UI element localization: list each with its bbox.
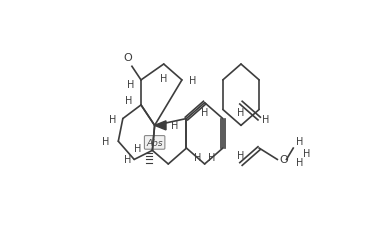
Text: H: H — [208, 153, 215, 162]
FancyBboxPatch shape — [144, 136, 165, 150]
Text: H: H — [194, 153, 201, 162]
Text: H: H — [102, 137, 109, 147]
Text: H: H — [189, 76, 196, 86]
Polygon shape — [155, 121, 166, 130]
Text: H: H — [127, 80, 134, 90]
Text: H: H — [201, 107, 208, 117]
Text: H: H — [108, 114, 116, 124]
Text: H: H — [170, 121, 178, 131]
Text: H: H — [124, 155, 131, 165]
Text: H: H — [296, 137, 304, 147]
Text: H: H — [303, 148, 311, 158]
Text: H: H — [262, 114, 270, 124]
Text: H: H — [125, 96, 132, 106]
Text: O: O — [123, 52, 132, 63]
Text: H: H — [160, 74, 167, 84]
Text: H: H — [237, 107, 245, 117]
Text: Abs: Abs — [146, 138, 163, 147]
Text: H: H — [134, 143, 141, 153]
Text: O: O — [280, 155, 288, 165]
Text: H: H — [237, 150, 245, 160]
Text: H: H — [296, 157, 304, 167]
